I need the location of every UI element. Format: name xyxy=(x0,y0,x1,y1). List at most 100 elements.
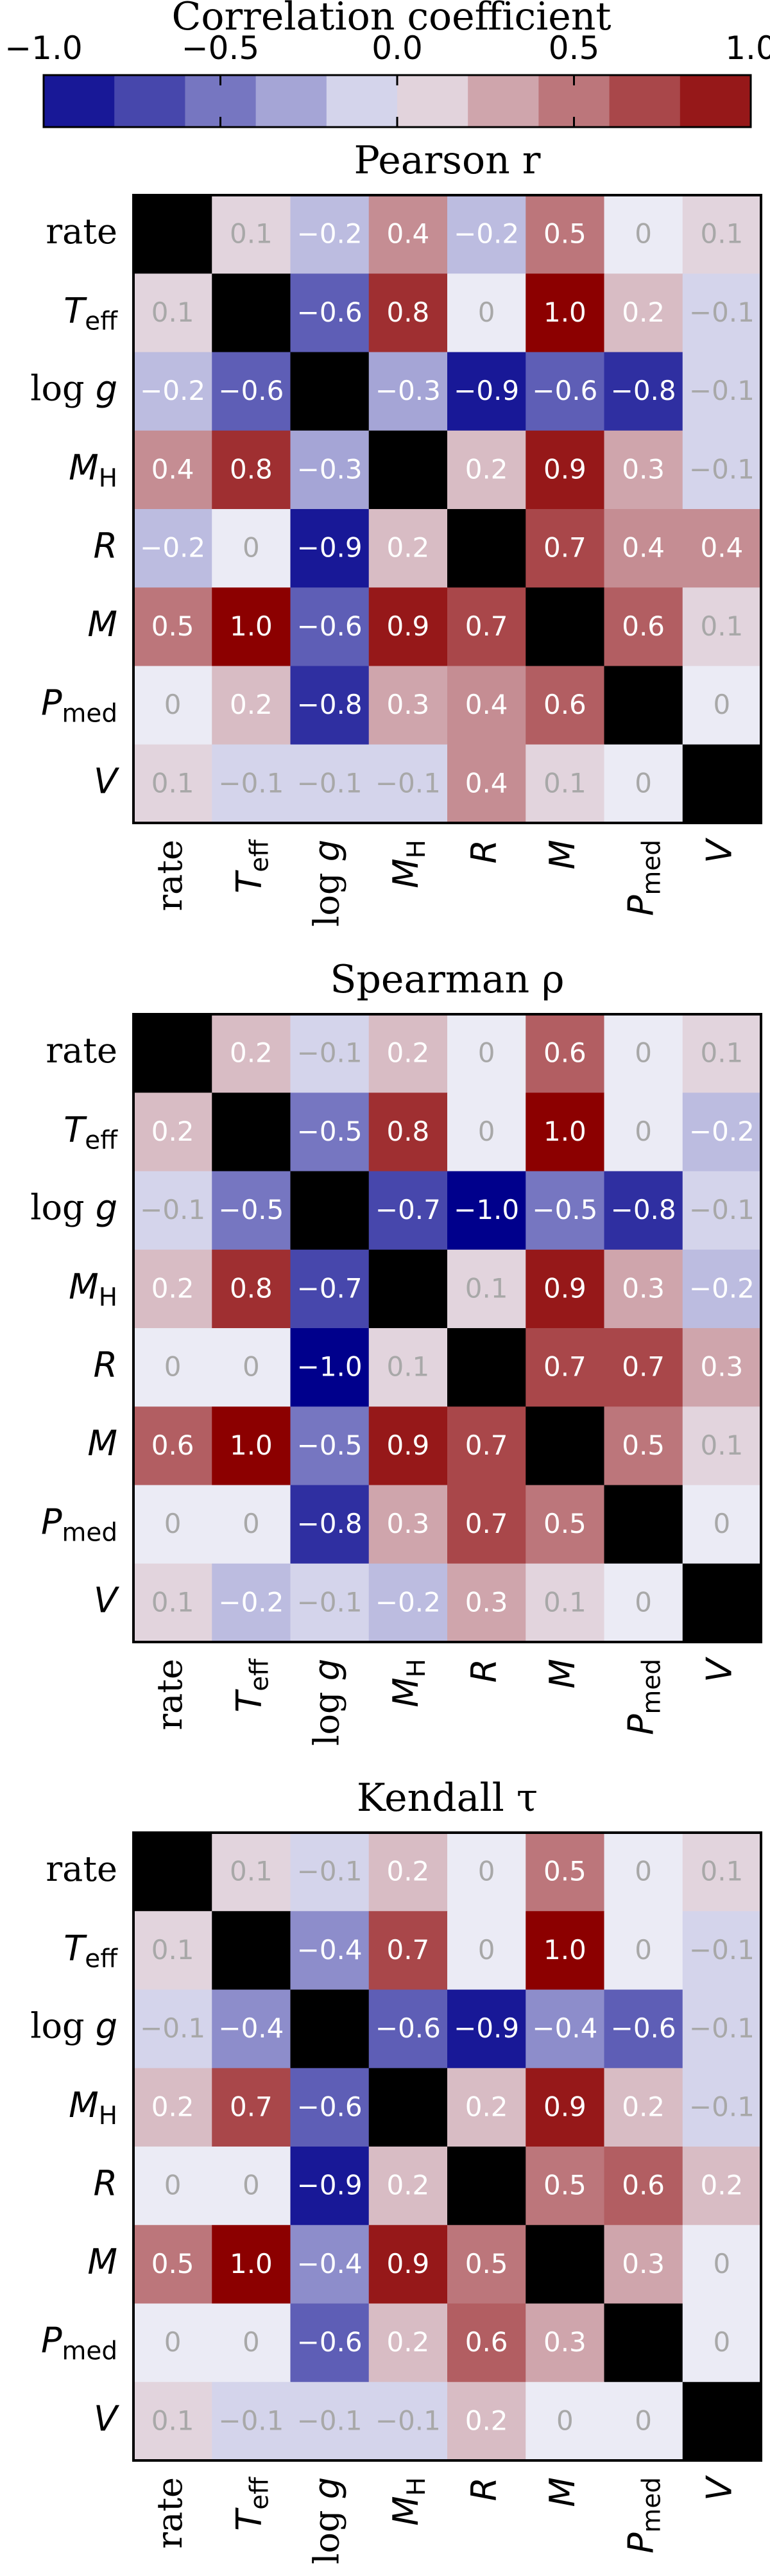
cell-value-label: 0.1 xyxy=(700,610,743,642)
heatmap-cell xyxy=(604,1328,683,1407)
colorbar: Correlation coefficient −1.0 −0.5 0.0 0.5 1.… xyxy=(4,0,770,128)
cell-value-label: 0.9 xyxy=(386,1430,429,1461)
diagonal-cell xyxy=(368,1249,448,1329)
column-label: Teff xyxy=(228,2477,274,2531)
heatmap-cell xyxy=(212,1833,291,1912)
heatmap-cell xyxy=(447,1014,526,1093)
cell-value-label: −0.1 xyxy=(375,767,441,799)
heatmap-cell xyxy=(526,509,605,588)
heatmap-panel: Pearson r 0.1 −0.2 0.4 −0.2 0.5 0 0.1 0.1 −0.6 0.8… xyxy=(30,138,762,927)
heatmap-cell xyxy=(604,2225,683,2304)
heatmap-cell xyxy=(133,1406,212,1486)
cell-value-label: −0.2 xyxy=(689,1116,755,1147)
heatmap-cell xyxy=(212,1485,291,1564)
heatmap-cell xyxy=(604,2147,683,2226)
cell-value-label: −0.1 xyxy=(689,297,755,328)
colorbar-tick-label: 0.0 xyxy=(372,30,423,67)
cell-value-label: −0.5 xyxy=(297,1116,363,1147)
heatmap-cell xyxy=(604,2382,683,2461)
cell-value-label: 0.1 xyxy=(700,1037,743,1069)
heatmap-cell xyxy=(133,2303,212,2383)
heatmap-cell xyxy=(212,352,291,431)
heatmap-cell xyxy=(133,1171,212,1250)
cell-value-label: 0 xyxy=(635,2405,652,2436)
cell-value-label: 0.3 xyxy=(622,453,665,485)
row-label: M xyxy=(87,1423,117,1464)
heatmap-cell xyxy=(368,1014,448,1093)
cell-value-label: 0.1 xyxy=(151,1934,194,1966)
row-label: Teff xyxy=(64,1928,118,1973)
column-label: M xyxy=(542,1659,583,1689)
cell-value-label: 0.9 xyxy=(543,453,586,485)
cell-value-label: 0.2 xyxy=(700,2170,743,2201)
column-label: V xyxy=(699,2475,740,2501)
cell-value-label: 0.5 xyxy=(543,2170,586,2201)
heatmap-cell xyxy=(290,2068,370,2147)
heatmap-cell xyxy=(526,1911,605,1991)
heatmap-cell xyxy=(526,1485,605,1564)
heatmap-cell xyxy=(368,2225,448,2304)
cell-value-label: 0.1 xyxy=(543,1586,586,1618)
diagonal-cell xyxy=(368,2068,448,2147)
column-label: log g xyxy=(307,840,348,927)
cell-value-label: −0.6 xyxy=(611,2012,676,2044)
cell-value-label: −0.6 xyxy=(297,610,363,642)
cell-value-label: 0.6 xyxy=(622,610,665,642)
diagonal-cell xyxy=(290,1171,370,1250)
cell-value-label: −1.0 xyxy=(297,1351,363,1383)
cell-value-label: 0.2 xyxy=(230,689,273,720)
heatmap-cell xyxy=(212,430,291,510)
column-label: Pmed xyxy=(620,1659,666,1735)
heatmap-cell xyxy=(368,195,448,274)
row-label: Teff xyxy=(64,290,118,336)
row-label: V xyxy=(94,1580,120,1621)
cell-value-label: 0.5 xyxy=(543,1856,586,1887)
cell-value-label: 0.2 xyxy=(230,1037,273,1069)
cell-value-label: 0.5 xyxy=(151,2248,194,2279)
heatmap-cell xyxy=(447,1563,526,1643)
row-label: log g xyxy=(30,2006,117,2047)
diagonal-cell xyxy=(447,2147,526,2226)
cell-value-label: 0.3 xyxy=(465,1586,508,1618)
heatmap-cell xyxy=(212,2382,291,2461)
colorbar-segment xyxy=(44,75,115,127)
column-label: log g xyxy=(307,1659,348,1746)
cell-value-label: 0 xyxy=(635,218,652,250)
row-label: Pmed xyxy=(41,2320,117,2365)
panel-title: Pearson r xyxy=(354,138,541,183)
cell-value-label: 1.0 xyxy=(543,1116,586,1147)
diagonal-cell xyxy=(604,2303,683,2383)
cell-value-label: 1.0 xyxy=(230,610,273,642)
heatmap-cell xyxy=(604,352,683,431)
cell-value-label: −0.3 xyxy=(297,453,363,485)
cell-value-label: −0.4 xyxy=(532,2012,597,2044)
cell-value-label: 0 xyxy=(164,689,182,720)
heatmap-cell xyxy=(604,1014,683,1093)
column-label: rate xyxy=(150,840,190,912)
cell-value-label: 0 xyxy=(243,1508,260,1539)
cell-value-label: 0 xyxy=(243,2170,260,2201)
heatmap-cell xyxy=(604,430,683,510)
cell-value-label: −0.1 xyxy=(689,453,755,485)
heatmap-cell xyxy=(368,1328,448,1407)
heatmap-cell xyxy=(682,195,762,274)
column-label: R xyxy=(464,840,504,864)
cell-value-label: −0.2 xyxy=(689,1272,755,1304)
cell-value-label: 0 xyxy=(714,1508,731,1539)
heatmap-cell xyxy=(290,1249,370,1329)
cell-value-label: 0.8 xyxy=(230,453,273,485)
cell-value-label: 0 xyxy=(478,297,495,328)
cell-value-label: 0 xyxy=(164,1508,182,1539)
colorbar-segment xyxy=(468,75,539,127)
cell-value-label: −0.2 xyxy=(140,532,205,564)
cell-value-label: 0.8 xyxy=(230,1272,273,1304)
heatmap-cell xyxy=(290,195,370,274)
heatmap-cell xyxy=(133,430,212,510)
row-label: R xyxy=(93,526,117,566)
colorbar-segment xyxy=(680,75,751,127)
heatmap-cell xyxy=(368,1406,448,1486)
heatmap-cell xyxy=(447,195,526,274)
heatmap-cell xyxy=(212,666,291,745)
cell-value-label: −0.1 xyxy=(297,2405,363,2436)
